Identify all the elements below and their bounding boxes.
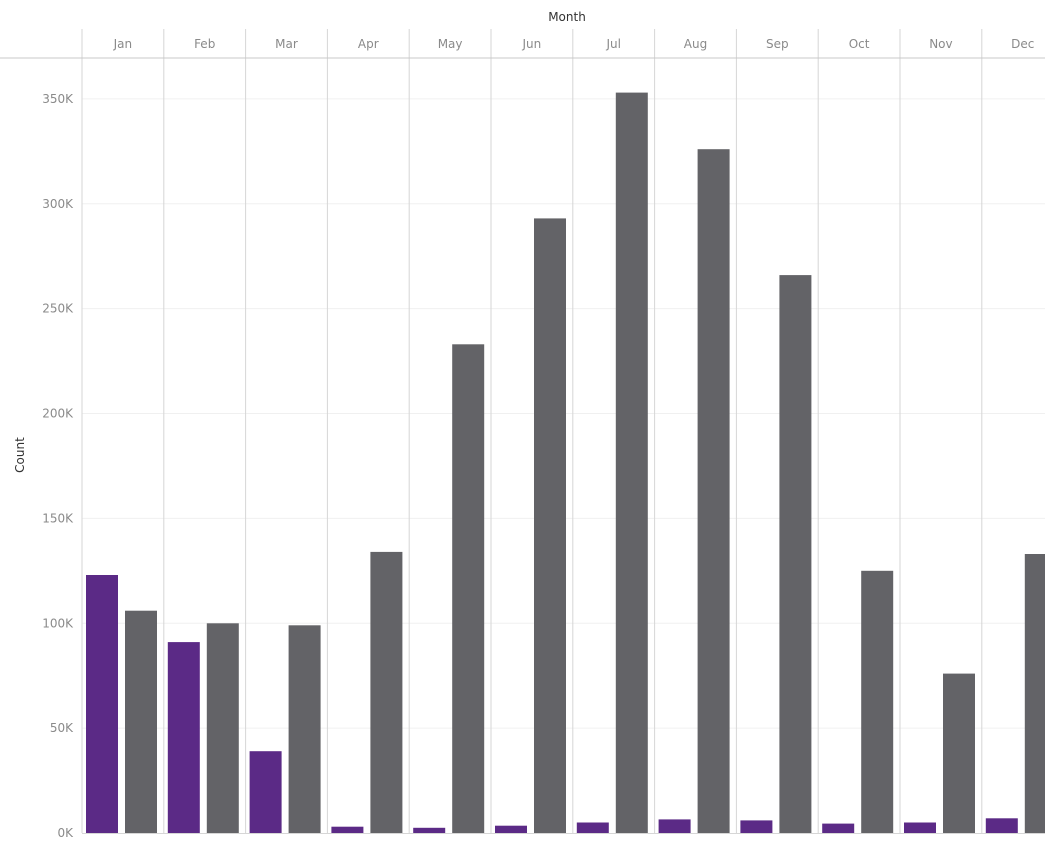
y-tick-label: 0K <box>57 826 74 840</box>
y-tick-label: 100K <box>42 616 74 630</box>
bar <box>904 822 936 833</box>
bar <box>125 610 157 833</box>
bar <box>331 826 364 833</box>
bar <box>697 149 730 833</box>
y-tick-label: 300K <box>42 197 74 211</box>
y-tick-label: 150K <box>42 511 74 525</box>
bar <box>206 623 239 834</box>
y-tick-label: 350K <box>42 92 74 106</box>
month-header-label: Dec <box>1011 37 1034 51</box>
bar <box>1024 554 1045 833</box>
month-header-label: May <box>438 37 463 51</box>
bar <box>576 822 609 833</box>
bar <box>615 92 648 834</box>
frame <box>0 29 1045 834</box>
bar <box>249 751 282 833</box>
month-header: Jan Feb Mar Apr May Jun Jul Aug Sep Oct Nov Dec <box>113 37 1035 51</box>
month-header-label: Sep <box>766 37 789 51</box>
bars <box>86 92 1045 834</box>
bar <box>413 827 446 833</box>
y-tick-label: 50K <box>50 721 74 735</box>
month-header-label: Jun <box>522 37 542 51</box>
bar <box>86 575 118 833</box>
y-axis: 0K 50K 100K 150K 200K 250K 300K 350K <box>42 92 74 840</box>
y-axis-title: Count <box>13 437 27 473</box>
month-header-label: Oct <box>849 37 870 51</box>
y-tick-label: 200K <box>42 407 74 421</box>
month-header-label: Jan <box>113 37 133 51</box>
month-header-label: Aug <box>684 37 707 51</box>
bar <box>740 820 773 833</box>
bar <box>861 570 894 833</box>
month-header-label: Nov <box>929 37 952 51</box>
bar <box>943 673 975 833</box>
bar <box>658 819 691 833</box>
month-header-label: Mar <box>275 37 298 51</box>
month-header-label: Jul <box>605 37 620 51</box>
bar <box>534 218 566 833</box>
bar <box>452 344 485 833</box>
month-header-label: Feb <box>194 37 215 51</box>
bar <box>167 642 200 833</box>
month-header-label: Apr <box>358 37 379 51</box>
column-header-title: Month <box>548 10 586 24</box>
y-tick-label: 250K <box>42 302 74 316</box>
bar <box>779 275 812 834</box>
bar <box>822 823 855 833</box>
bar <box>985 818 1018 833</box>
bar <box>288 625 321 833</box>
bar <box>495 825 527 833</box>
bar <box>370 551 403 833</box>
